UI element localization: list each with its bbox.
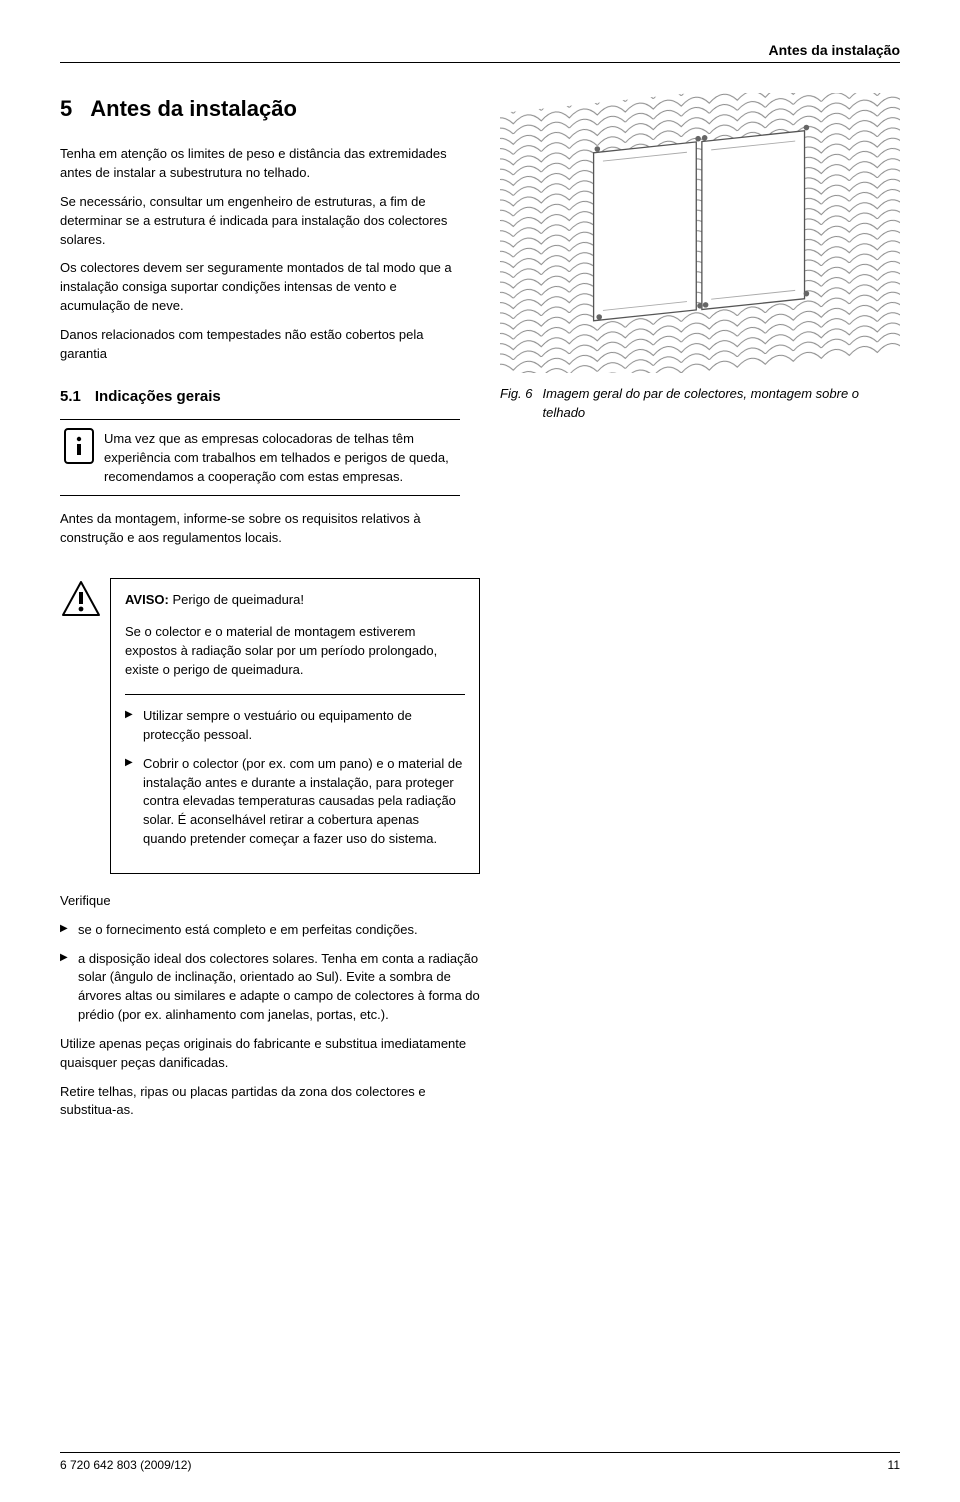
- closing-p1: Utilize apenas peças originais do fabric…: [60, 1035, 480, 1073]
- list-item: Utilizar sempre o vestuário ou equipamen…: [125, 707, 465, 745]
- footer-rule: [60, 1452, 900, 1453]
- running-header: Antes da instalação: [60, 40, 900, 60]
- figure-caption: Fig. 6 Imagem geral do par de colectores…: [500, 385, 900, 423]
- footer-page-number: 11: [888, 1457, 900, 1474]
- figure-label: Fig. 6: [500, 385, 533, 423]
- verify-label: Verifique: [60, 892, 480, 911]
- left-lower-column: AVISO: Perigo de queimadura! Se o colect…: [60, 578, 480, 1121]
- warning-prefix: AVISO:: [125, 592, 169, 607]
- info-icon: [64, 428, 94, 464]
- after-info-paragraph: Antes da montagem, informe-se sobre os r…: [60, 510, 460, 548]
- section-title-text: Antes da instalação: [90, 96, 297, 121]
- warning-intro: Se o colector e o material de montagem e…: [125, 623, 465, 680]
- main-columns: 5 Antes da instalação Tenha em atenção os…: [60, 93, 900, 557]
- warning-title-text: Perigo de queimadura!: [172, 592, 304, 607]
- intro-p3: Os colectores devem ser seguramente mont…: [60, 259, 460, 316]
- subsection-title-text: Indicações gerais: [95, 388, 221, 405]
- closing-p2: Retire telhas, ripas ou placas partidas …: [60, 1083, 480, 1121]
- figure-caption-text: Imagem geral do par de colectores, monta…: [543, 385, 900, 423]
- intro-p4: Danos relacionados com tempestades não e…: [60, 326, 460, 364]
- info-text: Uma vez que as empresas colocadoras de t…: [104, 428, 456, 487]
- info-callout: Uma vez que as empresas colocadoras de t…: [60, 419, 460, 496]
- right-column: Fig. 6 Imagem geral do par de colectores…: [500, 93, 900, 557]
- section-title: 5 Antes da instalação: [60, 93, 460, 125]
- header-rule: [60, 62, 900, 63]
- left-column: 5 Antes da instalação Tenha em atenção os…: [60, 93, 460, 557]
- subsection-title: 5.1 Indicações gerais: [60, 386, 460, 408]
- figure-roof-collectors: [500, 93, 900, 373]
- page-footer: 6 720 642 803 (2009/12) 11: [60, 1452, 900, 1474]
- list-item: a disposição ideal dos colectores solare…: [60, 950, 480, 1025]
- intro-p1: Tenha em atenção os limites de peso e di…: [60, 145, 460, 183]
- section-number: 5: [60, 96, 72, 121]
- subsection-number: 5.1: [60, 388, 81, 405]
- list-item: se o fornecimento está completo e em per…: [60, 921, 480, 940]
- verify-list: se o fornecimento está completo e em per…: [60, 921, 480, 1025]
- footer-doc-id: 6 720 642 803 (2009/12): [60, 1457, 191, 1474]
- warning-list-wrap: Utilizar sempre o vestuário ou equipamen…: [125, 694, 465, 849]
- warning-list: Utilizar sempre o vestuário ou equipamen…: [125, 707, 465, 849]
- warning-callout: AVISO: Perigo de queimadura! Se o colect…: [110, 578, 480, 874]
- warning-title-line: AVISO: Perigo de queimadura!: [125, 591, 465, 610]
- intro-p2: Se necessário, consultar um engenheiro d…: [60, 193, 460, 250]
- list-item: Cobrir o colector (por ex. com um pano) …: [125, 755, 465, 849]
- warning-icon: [61, 579, 101, 619]
